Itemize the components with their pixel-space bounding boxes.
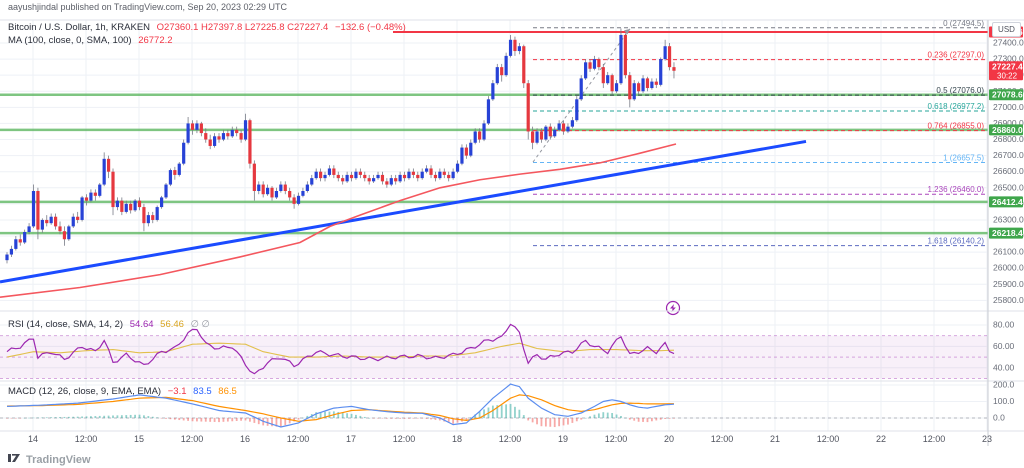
svg-text:12:00: 12:00 xyxy=(711,434,734,444)
svg-text:27227.4: 27227.4 xyxy=(992,61,1023,71)
macd-title: MACD (12, 26, close, 9, EMA, EMA) xyxy=(8,386,162,397)
macd-signal-value: 86.5 xyxy=(218,386,237,397)
rsi-value: 54.64 xyxy=(129,319,154,330)
trend-line[interactable] xyxy=(0,139,807,284)
currency-toggle-button[interactable]: USD xyxy=(992,22,1021,37)
svg-text:26412.4: 26412.4 xyxy=(992,197,1023,207)
macd-legend: MACD (12, 26, close, 9, EMA, EMA) −3.1 8… xyxy=(8,386,241,397)
svg-text:26860.0: 26860.0 xyxy=(992,125,1023,135)
svg-text:12:00: 12:00 xyxy=(605,434,628,444)
rsi-ma-line xyxy=(6,342,675,358)
fib-level-label: 0.5 (27076.0) xyxy=(936,86,984,95)
svg-text:12:00: 12:00 xyxy=(75,434,98,444)
rsi-legend: RSI (14, close, SMA, 14, 2) 54.64 56.46 … xyxy=(8,319,214,330)
svg-text:30:22: 30:22 xyxy=(997,71,1018,80)
fib-level-label: 1.618 (26140.2) xyxy=(928,237,985,246)
svg-text:80.00: 80.00 xyxy=(993,319,1015,329)
svg-text:26800.0: 26800.0 xyxy=(993,134,1024,144)
svg-text:27400.0: 27400.0 xyxy=(993,38,1024,48)
price-level-badge: 27078.6 xyxy=(989,89,1023,101)
fib-level-label: 1 (26657.5) xyxy=(943,153,984,162)
svg-text:12:00: 12:00 xyxy=(393,434,416,444)
ma-100-line xyxy=(0,143,677,298)
svg-text:26600.0: 26600.0 xyxy=(993,166,1024,176)
symbol-legend: Bitcoin / U.S. Dollar, 1h, KRAKEN O27360… xyxy=(8,22,410,33)
rsi-pane[interactable] xyxy=(0,323,988,380)
svg-text:27078.6: 27078.6 xyxy=(992,90,1023,100)
price-pane[interactable] xyxy=(0,27,988,298)
trend-arrow-head xyxy=(624,28,630,35)
symbol-change: −132.6 (−0.48%) xyxy=(335,22,406,33)
tradingview-logo-icon xyxy=(8,451,22,468)
fib-level-label: 0.764 (26855.0) xyxy=(928,122,985,131)
fib-level-label: 0.618 (26977.2) xyxy=(928,102,985,111)
fib-level-label: 0 (27494.5) xyxy=(943,19,984,28)
macd-pane[interactable] xyxy=(0,383,988,428)
svg-text:27300.0: 27300.0 xyxy=(993,54,1024,64)
svg-text:12:00: 12:00 xyxy=(817,434,840,444)
macd-value: 83.5 xyxy=(193,386,212,397)
svg-text:40.00: 40.00 xyxy=(993,362,1015,372)
price-level-badge: 26412.4 xyxy=(989,196,1023,208)
svg-text:100.0: 100.0 xyxy=(993,396,1015,406)
rsi-line xyxy=(6,323,675,375)
svg-text:26900.0: 26900.0 xyxy=(993,118,1024,128)
svg-text:22: 22 xyxy=(876,434,886,444)
svg-text:19: 19 xyxy=(558,434,568,444)
ma-value: 26772.2 xyxy=(138,35,173,46)
macd-signal-line xyxy=(6,394,674,422)
svg-text:60.00: 60.00 xyxy=(993,341,1015,351)
tradingview-logo-text: TradingView xyxy=(26,454,91,466)
svg-text:21: 21 xyxy=(770,434,780,444)
svg-text:12:00: 12:00 xyxy=(923,434,946,444)
svg-text:15: 15 xyxy=(134,434,144,444)
fib-level-label: 1.236 (26460.0) xyxy=(928,185,985,194)
svg-text:26218.4: 26218.4 xyxy=(992,228,1023,238)
symbol-title: Bitcoin / U.S. Dollar, 1h, KRAKEN xyxy=(8,22,151,33)
rsi-ma-value: 56.46 xyxy=(160,319,184,330)
symbol-ohlc: O27360.1 H27397.8 L27225.8 C27227.4 xyxy=(156,22,329,33)
svg-text:18: 18 xyxy=(452,434,462,444)
svg-text:12:00: 12:00 xyxy=(499,434,522,444)
svg-text:12:00: 12:00 xyxy=(181,434,204,444)
svg-text:25800.0: 25800.0 xyxy=(993,295,1024,305)
svg-text:12:00: 12:00 xyxy=(287,434,310,444)
svg-text:20: 20 xyxy=(664,434,674,444)
publish-info: aayushjindal published on TradingView.co… xyxy=(8,2,288,12)
svg-text:23: 23 xyxy=(982,434,992,444)
ma-title: MA (100, close, 0, SMA, 100) xyxy=(8,35,132,46)
svg-text:17: 17 xyxy=(346,434,356,444)
svg-text:25900.0: 25900.0 xyxy=(993,279,1024,289)
macd-hist-value: −3.1 xyxy=(167,386,187,397)
svg-text:16: 16 xyxy=(240,434,250,444)
candles[interactable] xyxy=(5,28,676,264)
svg-text:27000.0: 27000.0 xyxy=(993,102,1024,112)
svg-text:14: 14 xyxy=(28,434,38,444)
fib-level-label: 0.236 (27297.0) xyxy=(928,51,985,60)
flash-marker-icon[interactable] xyxy=(665,300,681,316)
svg-text:26300.0: 26300.0 xyxy=(993,214,1024,224)
macd-line xyxy=(6,383,675,428)
price-level-badge: 26218.4 xyxy=(989,227,1023,239)
svg-text:26500.0: 26500.0 xyxy=(993,182,1024,192)
svg-text:200.0: 200.0 xyxy=(993,379,1015,389)
svg-text:26700.0: 26700.0 xyxy=(993,150,1024,160)
last-price-badge: 27227.430:22 xyxy=(989,61,1023,81)
time-axis[interactable]: 14 12:00 15 12:00 16 12:00 17 12:00 18 12:00 19 12:… xyxy=(28,434,992,444)
svg-text:0.0: 0.0 xyxy=(993,412,1005,422)
svg-text:26000.0: 26000.0 xyxy=(993,263,1024,273)
price-level-badge: 26860.0 xyxy=(989,124,1023,136)
svg-text:26100.0: 26100.0 xyxy=(993,247,1024,257)
rsi-title: RSI (14, close, SMA, 14, 2) xyxy=(8,319,124,330)
rsi-empty-values: ∅ ∅ xyxy=(190,319,210,330)
tradingview-logo[interactable]: TradingView xyxy=(8,451,91,468)
ma-legend: MA (100, close, 0, SMA, 100) 26772.2 xyxy=(8,35,177,46)
